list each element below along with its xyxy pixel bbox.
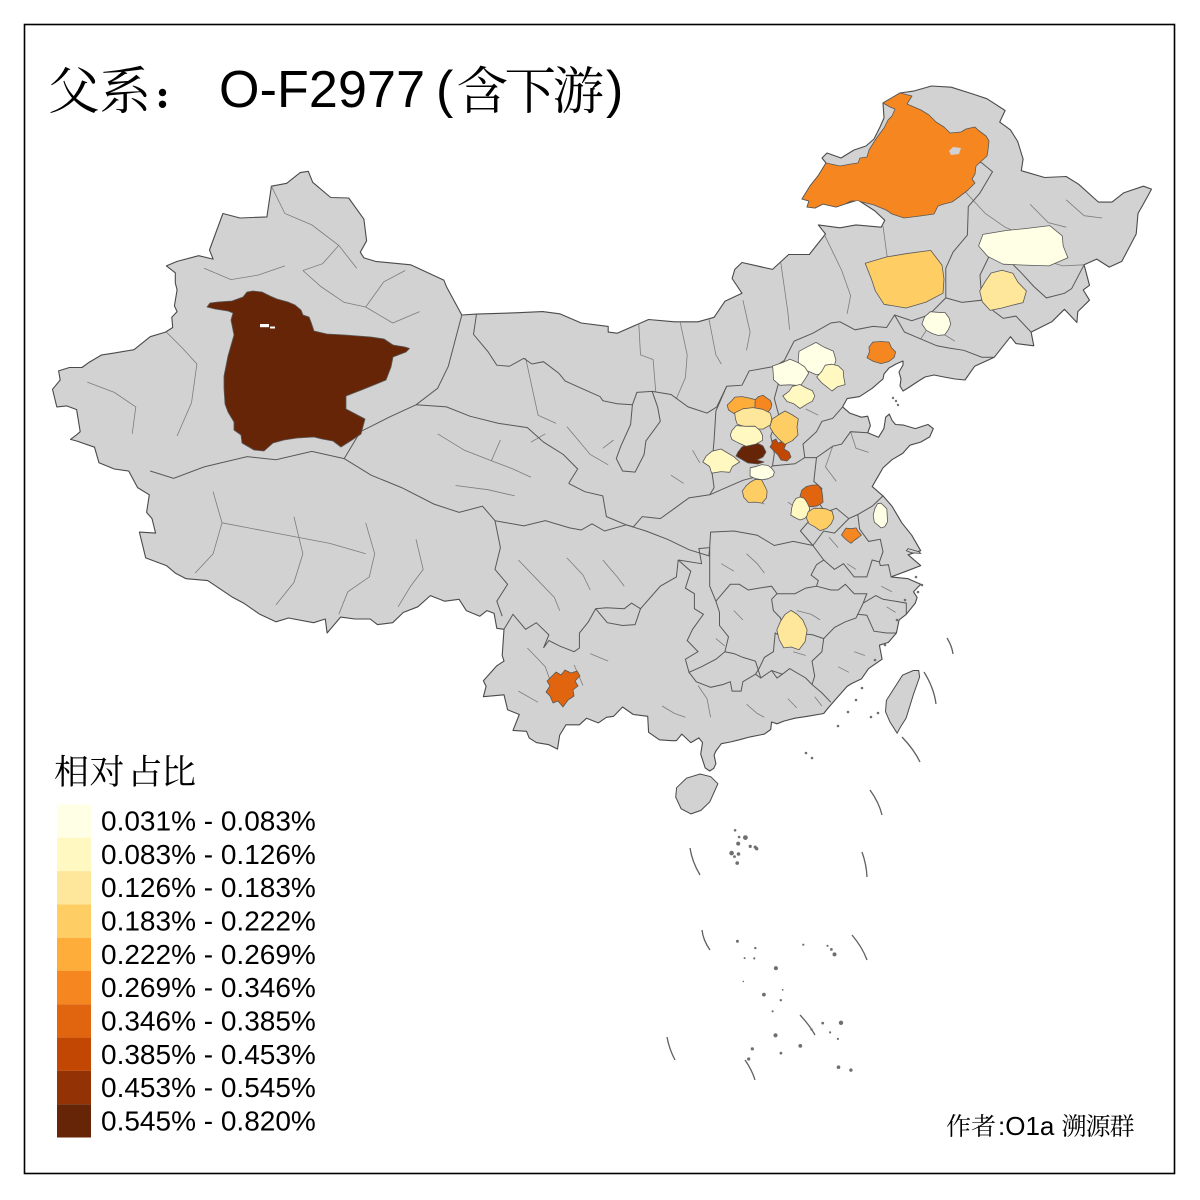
svg-text:0.545% - 0.820%: 0.545% - 0.820% [101,1105,316,1136]
svg-text:): ) [606,61,623,119]
svg-text:0.126% - 0.183%: 0.126% - 0.183% [101,872,316,903]
svg-text:O-F2977: O-F2977 [219,61,425,119]
svg-text:0.183% - 0.222%: 0.183% - 0.222% [101,906,316,937]
svg-text:0.083% - 0.126%: 0.083% - 0.126% [101,839,316,870]
svg-text:0.269% - 0.346%: 0.269% - 0.346% [101,972,316,1003]
svg-text:0.031% - 0.083%: 0.031% - 0.083% [101,806,316,837]
svg-text:(: ( [436,61,454,119]
svg-text:0.385% - 0.453%: 0.385% - 0.453% [101,1039,316,1070]
svg-text:0.346% - 0.385%: 0.346% - 0.385% [101,1005,316,1036]
svg-text:0.453% - 0.545%: 0.453% - 0.545% [101,1072,316,1103]
svg-text:0.222% - 0.269%: 0.222% - 0.269% [101,939,316,970]
svg-text::O1a: :O1a [998,1111,1055,1141]
